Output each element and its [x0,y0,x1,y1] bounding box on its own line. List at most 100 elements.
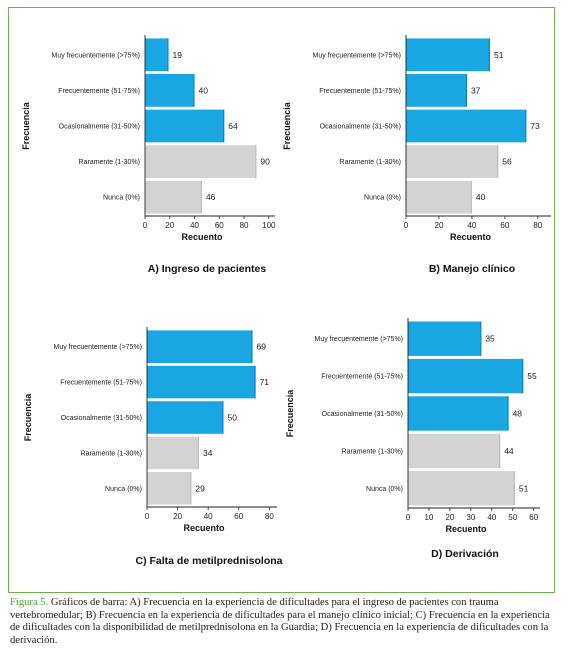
bar-edge [255,145,257,178]
x-tick-label: 60 [234,512,243,521]
category-label: Nunca (0%) [364,195,401,202]
bar-raramente-1-30 [408,433,501,469]
bar-edge [251,330,253,363]
category-label: Ocasionalmente (31-50%) [61,415,142,422]
bar-edge [200,180,202,214]
bar-muy-frecuentemente-75 [406,38,491,72]
caption-label: Figura 5. [10,597,49,608]
y-axis-label: Frecuencia [21,101,31,150]
x-tick-label: 0 [406,513,411,522]
x-tick-label: 100 [262,221,276,230]
bar-edge [167,38,169,72]
figure-caption: Figura 5. Gráficos de barra: A) Frecuenc… [10,597,555,648]
bar-frecuentemente-51-75 [408,358,524,394]
bar-raramente-1-30 [147,436,199,470]
x-axis-label: Recuento [445,524,487,534]
bar-muy-frecuentemente-75 [147,330,253,363]
bar-ocasionalmente-31-50 [408,396,509,431]
data-label: 71 [260,377,270,387]
bar-ocasionalmente-31-50 [147,401,224,434]
x-tick-label: 40 [487,513,496,522]
x-tick-label: 0 [404,221,409,230]
bar-frecuentemente-51-75 [406,74,467,107]
bar-edge [470,180,472,214]
x-axis-label: Recuento [450,232,492,242]
x-tick-label: 30 [466,513,475,522]
x-tick-label: 40 [467,221,476,230]
chart-title: D) Derivación [431,548,499,560]
data-label: 19 [173,50,183,60]
category-label: Nunca (0%) [105,486,142,493]
bar-ocasionalmente-31-50 [406,109,527,143]
bar-edge [223,109,225,143]
chart-title: A) Ingreso de pacientes [148,263,267,275]
bar-nunca-0 [406,180,472,214]
bar-frecuentemente-51-75 [145,74,195,107]
x-tick-label: 10 [424,513,433,522]
data-label: 46 [206,192,216,202]
data-label: 40 [476,192,486,202]
category-label: Ocasionalmente (31-50%) [320,124,401,131]
bar-edge [480,321,482,356]
bar-edge [525,109,527,143]
data-label: 37 [471,85,481,95]
data-label: 50 [227,413,237,423]
chart-c: 69 Muy frecuentemente (>75%) 71 Frecuenteme… [23,327,283,567]
category-label: Muy frecuentemente (>75%) [314,336,403,343]
data-label: 55 [527,371,537,381]
data-label: 35 [485,334,495,344]
x-tick-label: 60 [215,221,224,230]
chart-title: C) Falta de metilprednisolona [135,555,282,567]
x-tick-label: 20 [165,221,174,230]
x-tick-label: 20 [435,221,444,230]
bar-edge [498,433,501,469]
x-tick-label: 80 [533,221,542,230]
figure-frame [8,7,555,593]
bar-raramente-1-30 [145,145,257,178]
x-axis-label: Recuento [183,523,225,533]
bar-edge [507,396,509,431]
category-label: Muy frecuentemente (>75%) [53,344,142,351]
data-label: 73 [530,121,540,131]
category-label: Raramente (1-30%) [340,159,401,166]
data-label: 40 [199,85,209,95]
data-label: 34 [203,448,213,458]
bar-edge [513,471,515,506]
bar-muy-frecuentemente-75 [145,38,169,72]
x-tick-label: 80 [240,221,249,230]
category-label: Muy frecuentemente (>75%) [312,52,401,59]
data-label: 51 [494,50,504,60]
data-label: 56 [502,157,512,167]
category-label: Nunca (0%) [103,195,140,202]
x-tick-label: 0 [145,512,150,521]
x-tick-label: 50 [508,513,517,522]
bar-edge [190,472,192,505]
category-label: Ocasionalmente (31-50%) [322,411,403,418]
data-label: 51 [519,483,529,493]
x-tick-label: 60 [500,221,509,230]
chart-d: 35 Muy frecuentemente (>75%) 55 Frecuenteme… [285,318,540,560]
category-label: Raramente (1-30%) [342,448,403,455]
bar-edge [465,74,467,107]
category-label: Frecuentemente (51-75%) [319,88,401,95]
y-axis-label: Frecuencia [282,101,292,150]
bar-nunca-0 [145,180,202,214]
data-label: 69 [257,342,267,352]
x-tick-label: 40 [204,512,213,521]
x-tick-label: 40 [190,221,199,230]
category-label: Raramente (1-30%) [81,450,142,457]
x-tick-label: 20 [173,512,182,521]
caption-text: Gráficos de barra: A) Frecuencia en la e… [10,597,550,647]
bar-edge [222,401,224,434]
bar-nunca-0 [408,471,515,506]
bar-edge [522,358,524,394]
chart-b: 51 Muy frecuentemente (>75%) 37 Frecuenteme… [282,35,551,275]
x-axis-label: Recuento [181,232,223,242]
chart-a: 19 Muy frecuentemente (>75%) 40 Frecuenteme… [21,35,276,275]
bar-edge [254,365,256,399]
category-label: Nunca (0%) [366,486,403,493]
bar-edge [497,145,499,178]
category-label: Frecuentemente (51-75%) [58,88,140,95]
x-tick-label: 20 [445,513,454,522]
